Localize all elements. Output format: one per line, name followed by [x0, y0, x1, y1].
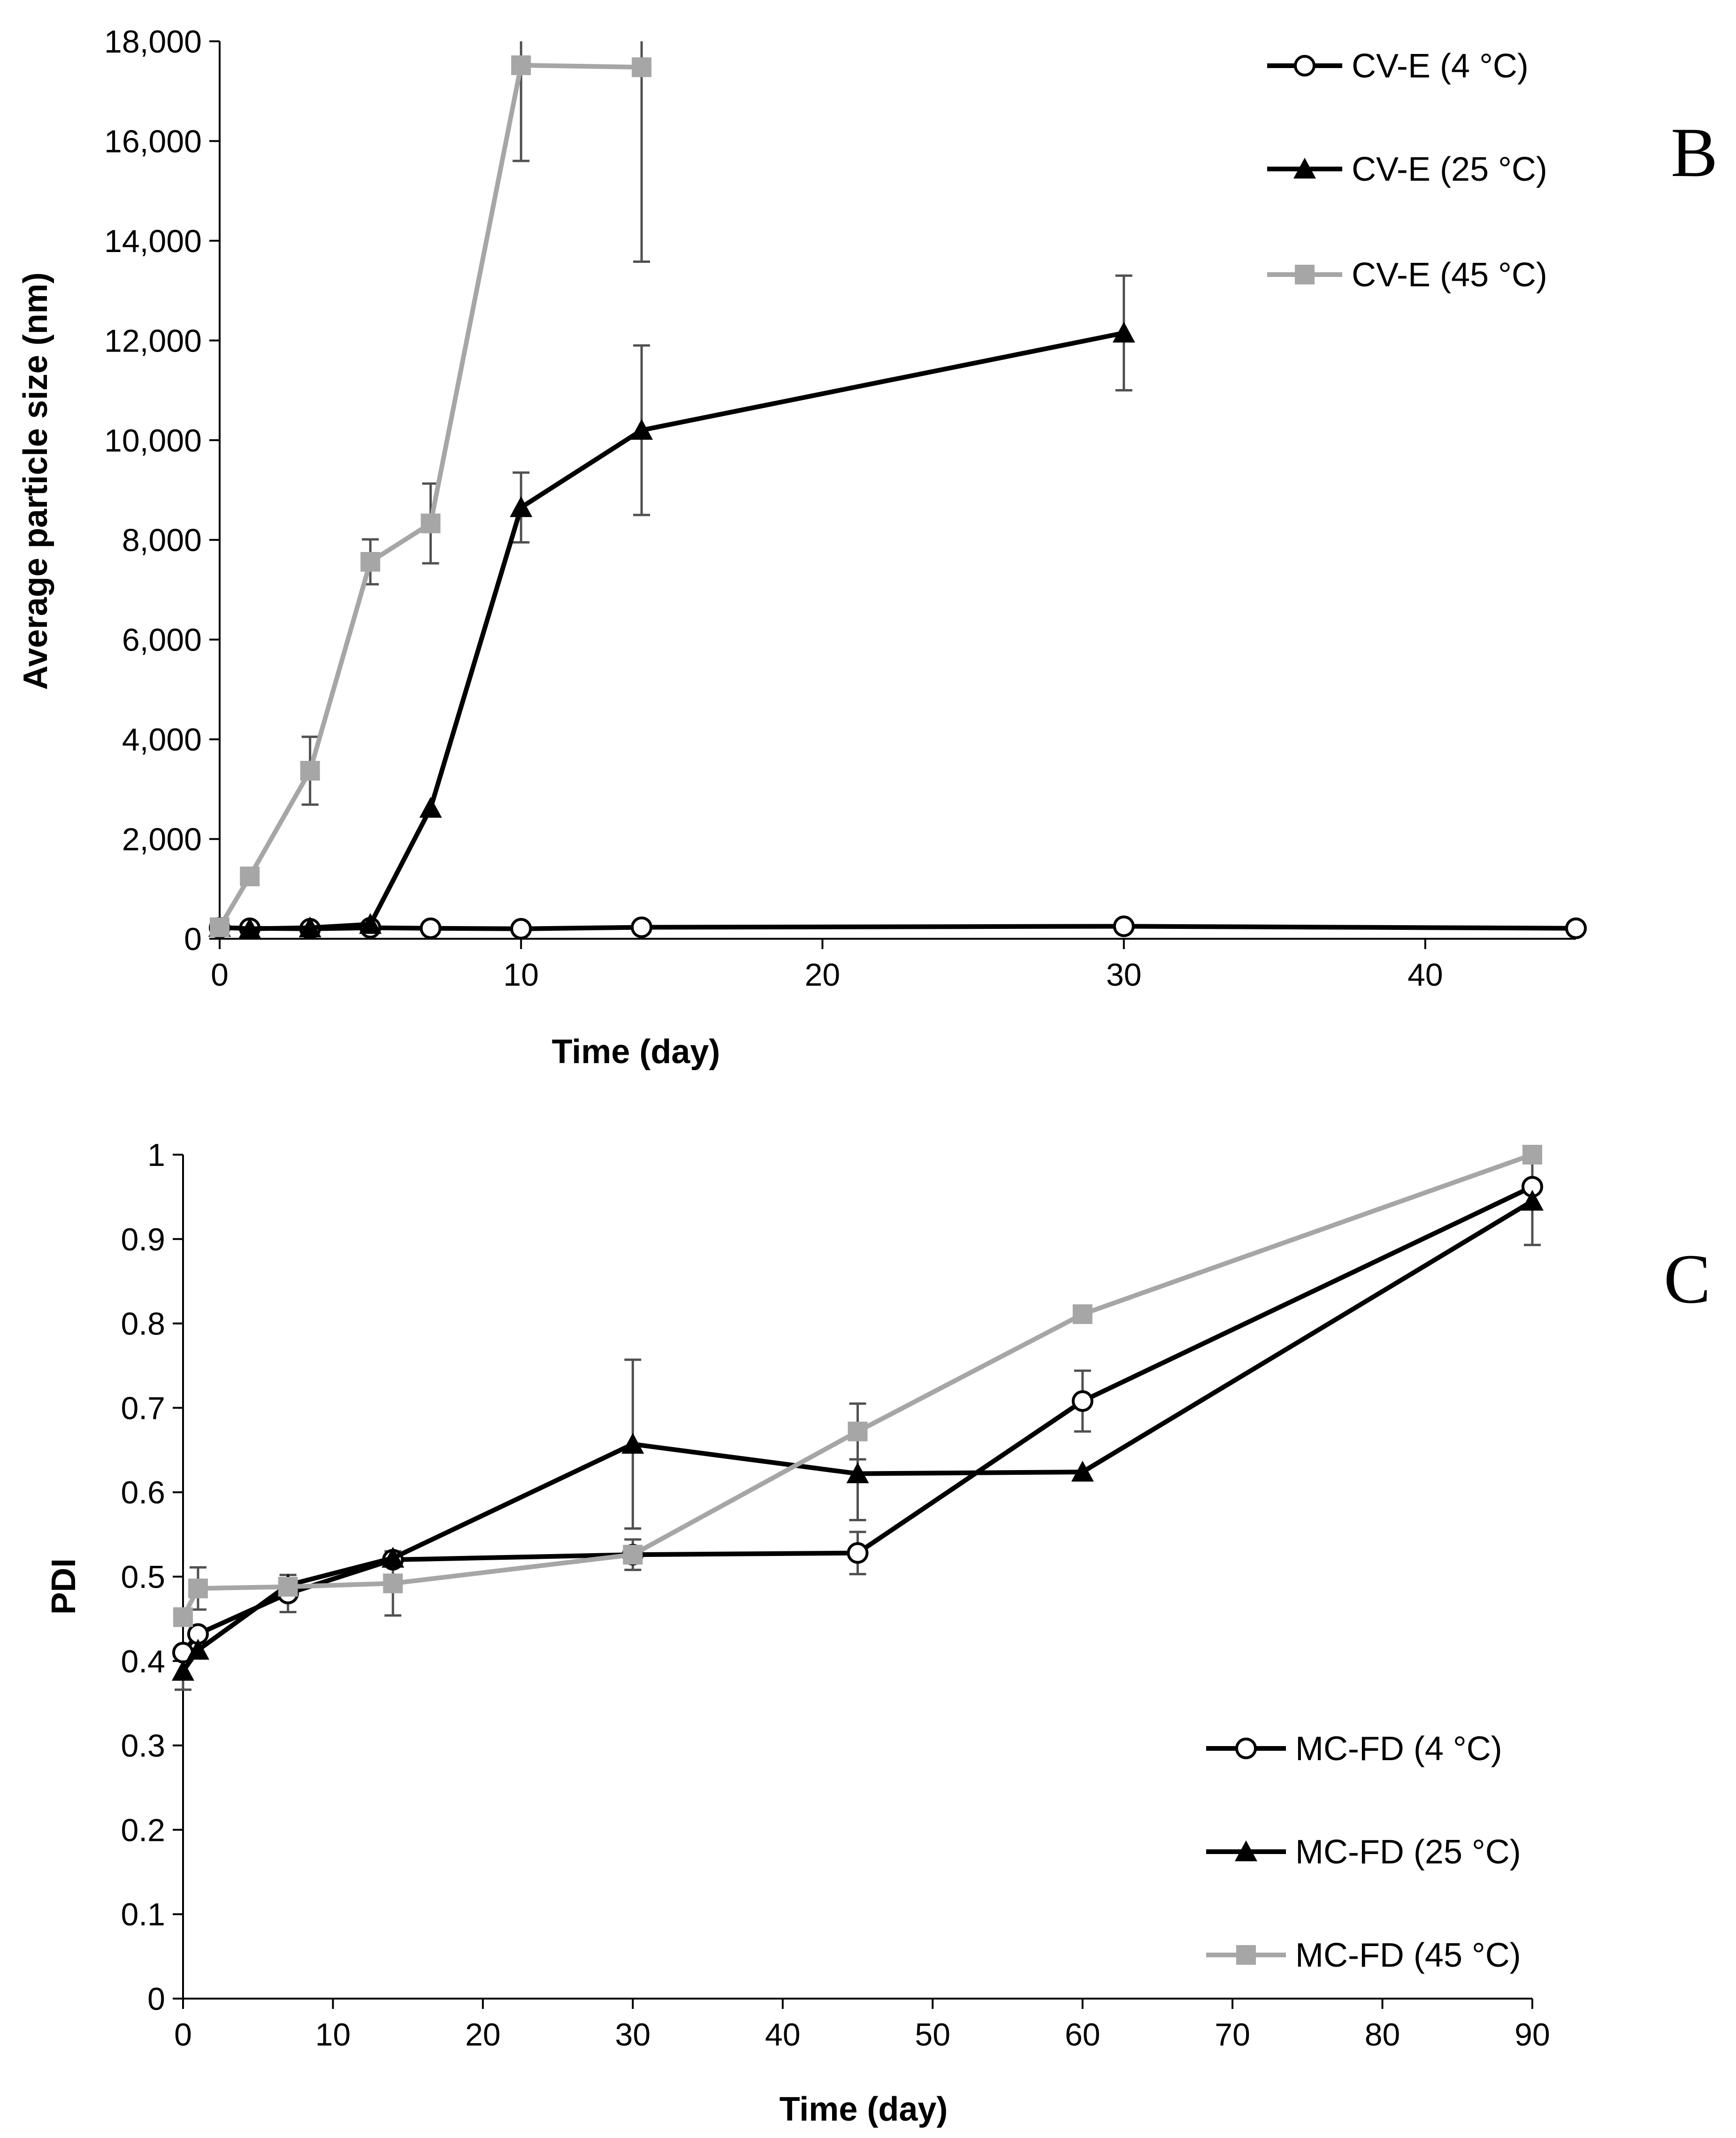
data-point-b-0 [1565, 917, 1587, 939]
x-tick-label-c: 30 [615, 2017, 651, 2053]
y-tick-label-c: 0.3 [121, 1728, 165, 1764]
data-point-c-0 [847, 1542, 869, 1564]
data-point-b-1 [419, 797, 442, 818]
data-point-c-2 [383, 1573, 403, 1594]
legend-marker-c-2 [1236, 1945, 1256, 1965]
legend-label-c-0: MC-FD (4 °C) [1295, 1730, 1502, 1768]
data-point-b-2 [240, 866, 260, 887]
x-tick-label-c: 0 [174, 2017, 192, 2053]
series-line-b-1 [219, 330, 1124, 931]
y-axis-title-c: PDI [45, 1558, 83, 1615]
y-axis-title-b: Average particle size (nm) [17, 272, 54, 690]
data-point-c-1 [846, 1462, 869, 1484]
x-tick-label-c: 90 [1514, 2017, 1550, 2053]
data-point-c-2 [623, 1545, 643, 1565]
y-tick-label-c: 0.7 [121, 1390, 165, 1426]
legend-marker-b-2 [1295, 265, 1315, 284]
data-point-b-2 [210, 917, 229, 937]
legend-label-c-1: MC-FD (25 °C) [1295, 1833, 1521, 1871]
y-tick-label-c: 0 [147, 1981, 165, 2017]
y-tick-label-b: 8,000 [122, 522, 202, 558]
legend-marker-c-1 [1235, 1840, 1257, 1862]
x-tick-label-b: 10 [503, 957, 539, 993]
x-tick-label-c: 50 [915, 2017, 950, 2053]
chart-panel-c: C Time (day) PDI 0 0.1 0.2 0.3 0.4 0.5 0.6 0.7 0… [45, 1137, 1711, 2128]
y-tick-label-c: 0.2 [121, 1812, 165, 1848]
chart-panel-b: B Time (day) Average particle size (nm) … [17, 24, 1718, 1071]
data-point-c-1 [186, 1639, 209, 1660]
legend-label-c-2: MC-FD (45 °C) [1295, 1937, 1521, 1974]
legend-marker-c-0 [1235, 1738, 1257, 1759]
data-point-b-1 [298, 916, 321, 938]
y-tick-label-b: 4,000 [122, 722, 202, 758]
x-tick-label-b: 30 [1106, 957, 1142, 993]
data-point-b-2 [360, 552, 381, 572]
data-point-c-2 [1522, 1145, 1542, 1165]
panel-label-b: B [1671, 114, 1718, 192]
data-point-b-2 [632, 57, 652, 77]
data-point-b-1 [238, 917, 261, 939]
series-line-c-0 [181, 1184, 1534, 1654]
y-tick-label-c: 0.9 [121, 1222, 165, 1257]
data-point-b-1 [359, 913, 382, 934]
legend-label-b-0: CV-E (4 °C) [1352, 47, 1529, 85]
data-point-c-2 [278, 1577, 298, 1597]
x-tick-label-c: 60 [1065, 2017, 1101, 2053]
legend-marker-b-1 [1293, 158, 1316, 179]
x-tick-label-c: 20 [465, 2017, 501, 2053]
legend-marker-b-0 [1294, 55, 1315, 77]
y-tick-label-c: 1 [147, 1137, 165, 1173]
data-point-b-2 [421, 513, 441, 534]
data-point-c-0 [1071, 1390, 1094, 1412]
data-point-b-1 [630, 419, 653, 440]
x-tick-label-c: 40 [765, 2017, 801, 2053]
data-point-b-0 [631, 916, 653, 938]
data-point-c-2 [173, 1607, 193, 1627]
data-point-b-1 [510, 496, 533, 517]
data-point-c-1 [382, 1547, 405, 1568]
x-tick-label-b: 20 [805, 957, 841, 993]
y-tick-label-c: 0.6 [121, 1475, 165, 1510]
x-tick-label-b: 0 [211, 957, 229, 993]
error-bar-b-2 [633, 41, 650, 263]
y-tick-label-b: 12,000 [104, 323, 202, 359]
x-axis-title-c: Time (day) [780, 2091, 948, 2128]
data-point-c-1 [621, 1433, 644, 1454]
y-tick-label-c: 0.8 [121, 1306, 165, 1342]
data-point-b-0 [1113, 915, 1135, 937]
series-line-c-1 [181, 1199, 1534, 1673]
data-point-b-0 [510, 918, 532, 940]
data-point-c-1 [1071, 1461, 1094, 1482]
data-point-c-2 [848, 1421, 868, 1441]
y-tick-label-c: 0.4 [121, 1644, 165, 1679]
data-point-c-1 [172, 1660, 194, 1681]
y-tick-label-b: 16,000 [104, 123, 202, 159]
series-line-c-2 [181, 1152, 1533, 1618]
y-tick-label-c: 0.1 [121, 1897, 165, 1932]
y-tick-label-b: 10,000 [104, 423, 202, 459]
y-tick-label-b: 0 [184, 921, 202, 957]
panel-label-c: C [1664, 1240, 1711, 1318]
y-tick-label-b: 2,000 [122, 822, 202, 858]
y-tick-label-b: 6,000 [122, 622, 202, 658]
y-tick-label-c: 0.5 [121, 1559, 165, 1595]
data-point-b-1 [1112, 322, 1135, 343]
data-point-c-2 [1072, 1304, 1093, 1324]
legend-label-b-2: CV-E (45 °C) [1352, 256, 1547, 294]
data-point-c-2 [188, 1579, 208, 1599]
x-tick-label-c: 70 [1215, 2017, 1250, 2053]
x-tick-label-b: 40 [1407, 957, 1443, 993]
x-tick-label-c: 10 [315, 2017, 351, 2053]
data-point-c-1 [1521, 1189, 1544, 1211]
y-tick-label-b: 14,000 [104, 223, 202, 259]
y-tick-label-b: 18,000 [104, 24, 202, 60]
data-point-b-2 [300, 761, 320, 781]
x-axis-title-b: Time (day) [552, 1033, 720, 1071]
data-point-b-2 [511, 55, 531, 75]
legend-label-b-1: CV-E (25 °C) [1352, 151, 1547, 188]
x-tick-label-c: 80 [1365, 2017, 1400, 2053]
data-point-b-0 [420, 917, 442, 939]
